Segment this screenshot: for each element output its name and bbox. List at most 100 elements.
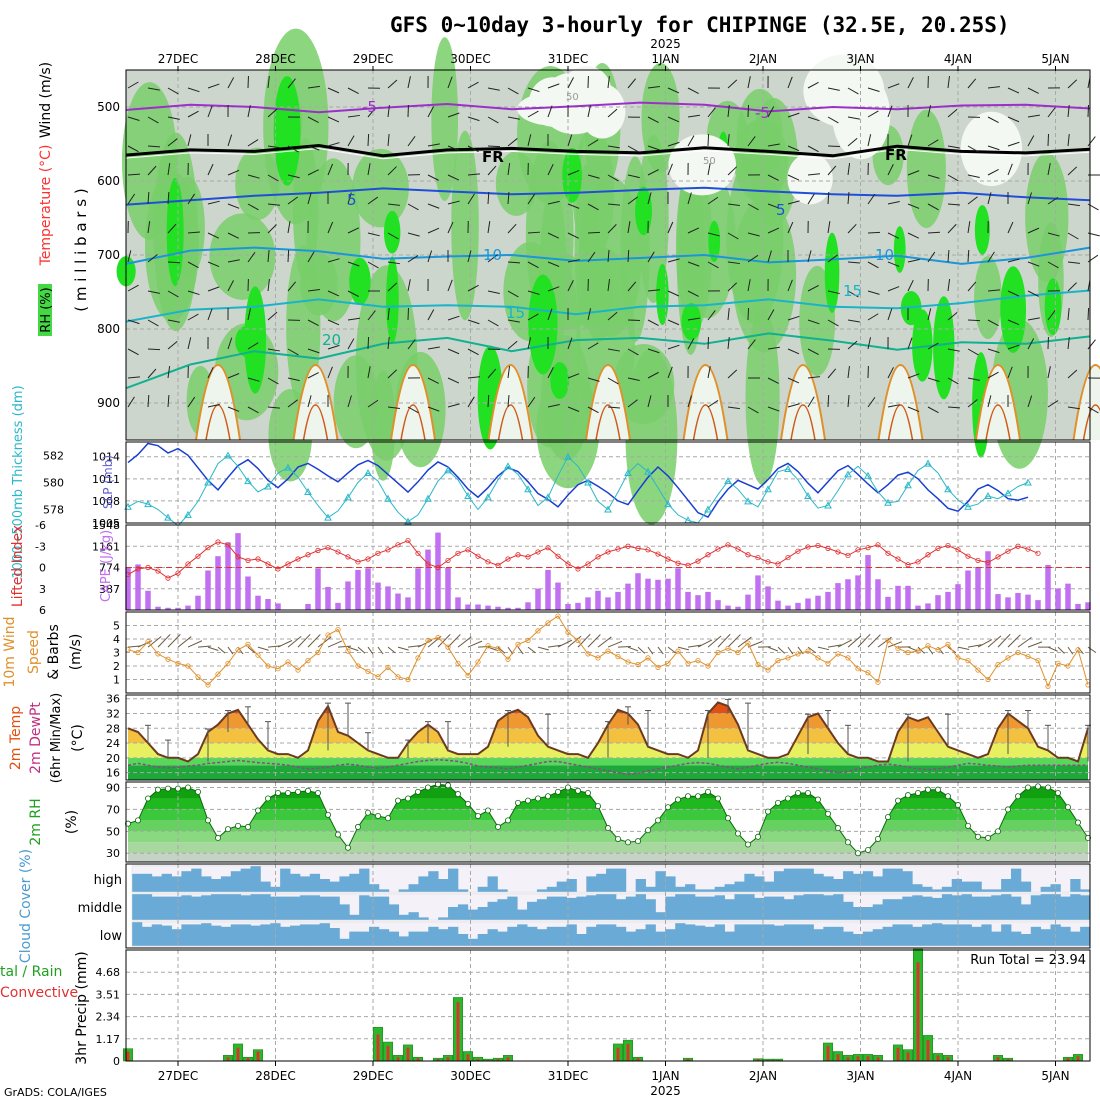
thickness-marker <box>724 477 732 485</box>
cape-bar <box>385 586 391 610</box>
li-marker <box>615 546 621 552</box>
upper-wind-barb <box>687 395 693 408</box>
li-marker <box>255 556 261 562</box>
upper-wind-barb <box>887 83 900 89</box>
upper-wind-barb <box>907 77 914 89</box>
wind10m-marker <box>1075 647 1081 653</box>
cloud-middle-cell <box>645 899 656 920</box>
cloud-low-cell <box>181 924 192 946</box>
cape-bar <box>145 590 151 610</box>
li-marker <box>455 550 461 556</box>
wind10m-marker <box>155 651 161 657</box>
upper-wind-barb <box>867 231 881 234</box>
cloud-high-cell <box>536 889 548 892</box>
cape-bar <box>345 581 351 610</box>
wind10m-barb <box>977 639 993 648</box>
wind10m-marker <box>375 674 381 680</box>
rh-marker <box>965 822 972 829</box>
cape-bar <box>1025 594 1031 610</box>
upper-wind-barb <box>327 319 340 326</box>
thickness-marker <box>564 452 572 460</box>
wind10m-marker <box>1045 683 1051 689</box>
wind10m-marker <box>675 648 681 654</box>
upper-wind-barb <box>207 286 220 292</box>
cloud-high-cell <box>961 881 972 892</box>
cape-bar <box>865 555 871 610</box>
warm-surface-core <box>205 404 231 441</box>
upper-wind-barb <box>1027 114 1040 118</box>
wind10m-barb <box>497 646 506 654</box>
wind10m-marker <box>995 662 1001 668</box>
cloud-low-cell <box>645 924 656 946</box>
wind10m-marker <box>1065 663 1071 669</box>
thickness-marker <box>444 466 452 474</box>
cloud-high-cell <box>754 876 765 892</box>
cloud-low-cell <box>783 924 795 946</box>
li-marker <box>295 556 301 562</box>
cloud-middle-cell <box>912 895 923 920</box>
upper-wind-barb <box>347 338 355 350</box>
upper-wind-barb <box>1087 307 1090 321</box>
chart-title: GFS 0~10day 3-hourly for CHIPINGE (32.5E… <box>390 13 1010 37</box>
rh-marker <box>384 815 391 822</box>
rh-saturated-area <box>974 205 990 255</box>
li-marker <box>815 542 821 549</box>
wind10m-marker <box>395 674 401 680</box>
li-marker <box>505 556 511 562</box>
pressure-tick: 500 <box>97 100 120 114</box>
li-marker <box>175 570 181 576</box>
cape-bar <box>905 585 911 610</box>
upper-wind-barb <box>607 348 620 352</box>
wind10m-marker <box>835 651 841 657</box>
upper-wind-barb <box>747 307 750 321</box>
cape-bar <box>735 606 741 610</box>
upper-wind-barb <box>947 174 959 182</box>
upper-wind-barb <box>507 290 519 298</box>
cloud-middle-cell <box>941 894 953 920</box>
cape-bar <box>455 597 461 610</box>
temp-tick: 32 <box>106 707 120 720</box>
upper-wind-barb <box>787 221 794 234</box>
wind10m-marker <box>245 641 251 648</box>
cloud-middle-cell <box>724 899 735 920</box>
upper-wind-barb <box>1067 203 1080 207</box>
upper-wind-barb <box>467 284 479 292</box>
upper-wind-barb <box>267 203 280 206</box>
upper-wind-barb <box>167 191 170 205</box>
thickness-marker <box>1004 489 1012 497</box>
precip-convective-bar <box>256 1051 260 1061</box>
wind10m-marker <box>135 649 141 656</box>
upper-wind-barb <box>1007 221 1014 234</box>
upper-wind-barb <box>427 143 440 147</box>
cloud-low-cell <box>507 926 518 946</box>
upper-wind-barb <box>367 107 376 118</box>
upper-wind-barb <box>887 232 900 239</box>
cloud-low-cell <box>586 926 597 946</box>
upper-wind-barb <box>447 377 460 384</box>
upper-wind-barb <box>167 223 177 234</box>
cape-bar <box>125 567 131 610</box>
cloud-middle-cell <box>625 896 637 920</box>
cloud-high-cell <box>438 879 449 892</box>
li-marker <box>915 559 921 565</box>
rh-saturated-area <box>893 226 906 273</box>
li-marker <box>785 554 791 561</box>
wind10m-barb <box>217 646 226 654</box>
rh-marker <box>414 788 421 795</box>
wind10m-marker <box>415 655 421 661</box>
rh-marker <box>765 808 772 815</box>
rh-marker <box>815 796 822 803</box>
wind10m-marker <box>735 649 741 656</box>
upper-wind-barb <box>127 173 141 176</box>
li-marker <box>465 547 471 553</box>
pressure-tick: 800 <box>97 322 120 336</box>
cloud-high-cell <box>191 868 202 892</box>
upper-wind-barb <box>1027 135 1035 147</box>
upper-wind-barb <box>387 79 398 89</box>
upper-wind-barb <box>1067 261 1080 264</box>
upper-wind-barb <box>487 348 501 351</box>
upper-wind-barb <box>327 258 340 263</box>
cloud-low-cell <box>527 926 538 946</box>
upper-wind-barb <box>807 348 819 356</box>
upper-wind-barb <box>927 342 939 350</box>
